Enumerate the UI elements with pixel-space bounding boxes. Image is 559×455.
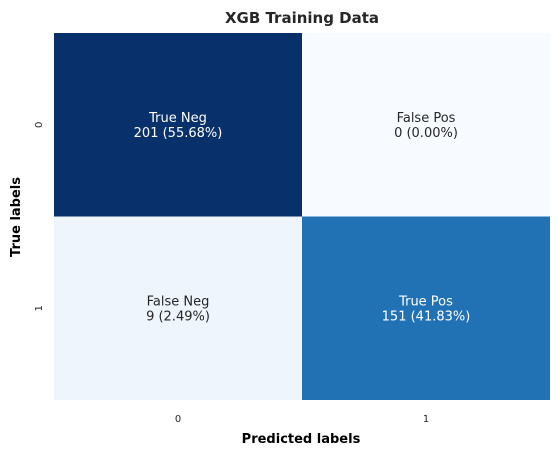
cell-value-label: 0 (0.00%) [394,126,458,141]
cell-annotation-0-0: True Neg 201 (55.68%) [134,111,223,141]
cell-annotation-0-1: False Pos 0 (0.00%) [394,111,458,141]
cell-category-label: False Pos [397,111,456,126]
heatmap-cell-1-1 [302,216,550,400]
heatmap-cell-0-0 [54,33,302,217]
cell-value-label: 201 (55.68%) [134,126,223,141]
cell-category-label: True Pos [398,294,453,309]
heatmap-cell-1-0 [54,216,302,400]
cell-category-label: False Neg [147,294,210,309]
y-axis-label: True labels [9,177,24,257]
cell-annotation-1-0: False Neg 9 (2.49%) [146,294,210,324]
cell-value-label: 9 (2.49%) [146,309,210,324]
x-tick-label: 1 [423,414,429,425]
cell-annotation-1-1: True Pos 151 (41.83%) [382,294,471,324]
x-tick-label: 0 [175,414,181,425]
cell-category-label: True Neg [148,111,207,126]
y-tick-label: 1 [34,305,45,311]
heatmap-cell-0-1 [302,33,550,217]
x-axis-label: Predicted labels [242,432,361,447]
chart-title: XGB Training Data [225,9,379,27]
heatmap-cells: True Neg 201 (55.68%)False Pos 0 (0.00%)Fa… [54,33,550,400]
y-tick-labels: 01 [34,122,45,312]
y-tick-label: 0 [34,122,45,128]
cell-value-label: 151 (41.83%) [382,309,471,324]
